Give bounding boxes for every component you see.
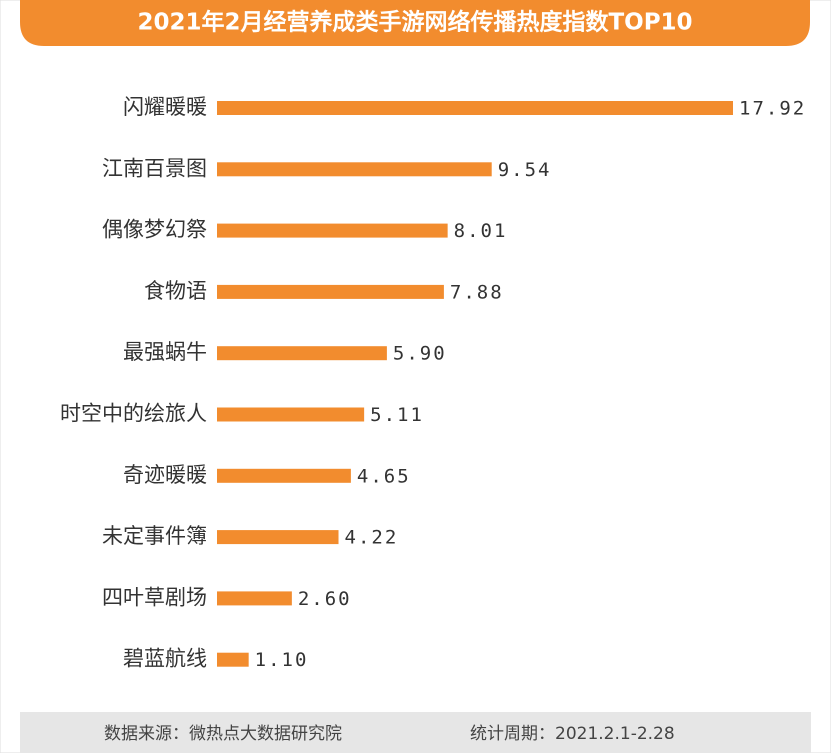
category-label: 时空中的绘旅人 [60, 402, 207, 426]
category-label: 食物语 [144, 279, 207, 303]
category-label: 四叶草剧场 [102, 585, 207, 609]
bar [217, 101, 733, 115]
category-label: 碧蓝航线 [123, 647, 207, 671]
category-label: 闪耀暖暖 [123, 95, 207, 119]
value-label: 5.90 [393, 343, 447, 365]
bar [217, 591, 292, 606]
title-banner [20, 0, 810, 46]
category-label: 偶像梦幻祭 [102, 218, 207, 242]
value-label: 9.54 [498, 159, 552, 181]
value-label: 4.22 [345, 527, 399, 549]
source: 数据来源：微热点大数据研究院 [104, 724, 342, 744]
value-label: 2.60 [298, 588, 352, 610]
bar [217, 407, 365, 422]
period: 统计周期：2021.2.1-2.28 [470, 724, 675, 744]
bar [217, 284, 444, 299]
bar [217, 530, 339, 545]
value-label: 4.65 [357, 465, 411, 487]
value-label: 17.92 [739, 98, 806, 120]
category-label: 江南百景图 [102, 156, 207, 180]
value-label: 1.10 [255, 649, 309, 671]
bar [217, 346, 387, 361]
category-label: 未定事件簿 [102, 524, 207, 548]
bar [217, 652, 249, 667]
bar [217, 162, 492, 177]
value-label: 8.01 [454, 220, 508, 242]
bar [217, 223, 448, 238]
category-label: 最强蜗牛 [123, 340, 207, 364]
value-label: 7.88 [450, 281, 504, 303]
category-label: 奇迹暖暖 [123, 463, 207, 487]
chart-title: 2021年2月经营养成类手游网络传播热度指数TOP10 [137, 9, 692, 36]
bar [217, 468, 351, 483]
footer [20, 712, 811, 753]
value-label: 5.11 [370, 404, 424, 426]
